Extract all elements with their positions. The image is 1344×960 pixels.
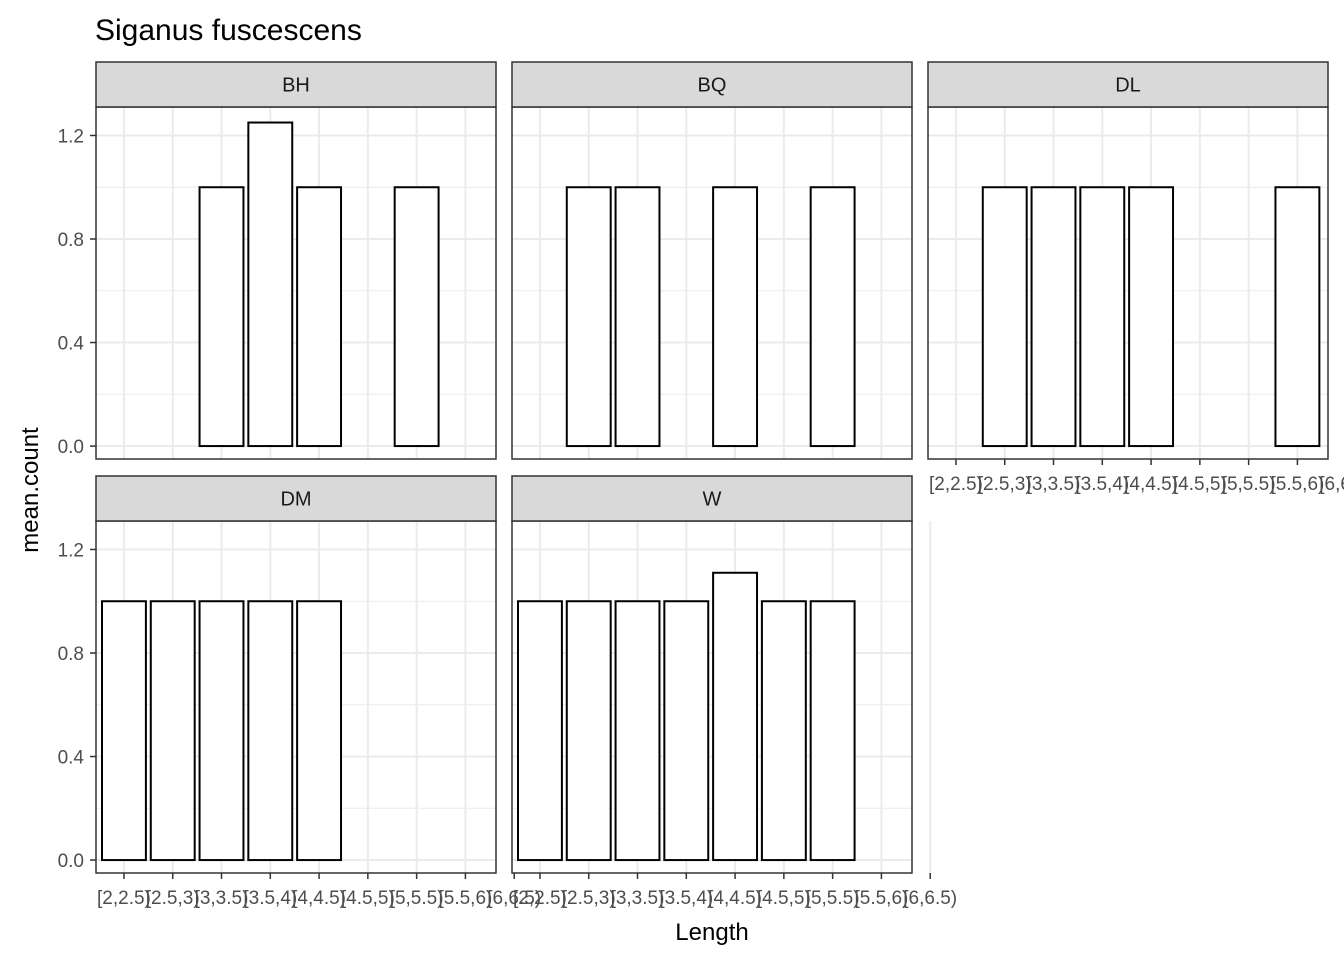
chart-title: Siganus fuscescens [95,14,362,47]
facet-panel-dl: DL [2,2.5)[2.5,3)[3,3.5)[3.5,4)[4,4.5)[4.… [927,61,1344,495]
y-tick-label: 1.2 [58,126,84,147]
facet-panel-w: W [2,2.5)[2.5,3)[3,3.5)[3.5,4)[4,4.5)[4.5… [511,475,957,909]
x-tick-label: [2.5,3) [978,474,1032,495]
x-tick-label: [5,5.5) [806,888,860,909]
y-tick-label: 0.4 [58,748,85,769]
bar [1128,186,1175,448]
bar [198,600,245,862]
facet-strip-label: BQ [698,75,727,97]
bar [760,600,807,862]
x-tick-label: [4,4.5) [292,888,346,909]
x-tick-label: [5,5.5) [1222,474,1276,495]
x-tick-label: [4.5,5) [757,888,811,909]
facet-strip [511,61,913,108]
facet-strip [95,61,497,108]
bar [712,571,759,862]
x-tick-label: [4.5,5) [341,888,395,909]
bar [247,600,294,862]
facet-strip [95,475,497,522]
bar [1274,186,1321,448]
x-tick-label: [2.5,3) [146,888,200,909]
bar [149,600,196,862]
bar [198,186,245,448]
facet-strip-label: BH [282,75,310,97]
facet-strip-label: W [703,489,722,511]
x-tick-label: [3.5,4) [1075,474,1129,495]
x-tick-label: [2.5,3) [562,888,616,909]
bar [712,186,759,448]
bar [247,121,294,448]
bar [809,186,856,448]
bar [565,186,612,448]
x-tick-label: [2,2.5) [97,888,151,909]
x-tick-label: [2,2.5) [513,888,567,909]
y-tick-label: 0.4 [58,334,85,355]
y-tick-label: 0.8 [58,644,84,665]
bar [296,186,343,448]
x-tick-label: [2,2.5) [929,474,983,495]
y-axis-title: mean.count [17,427,44,553]
x-tick-label: [5.5,6) [1270,474,1324,495]
facet-strip [511,475,913,522]
bar [565,600,612,862]
x-tick-label: [4,4.5) [1124,474,1178,495]
bar [1079,186,1126,448]
y-tick-label: 1.2 [58,540,84,561]
x-tick-label: [6,6.5) [487,888,541,909]
x-tick-label: [3,3.5) [1027,474,1081,495]
facet-strip [927,61,1329,108]
bar [517,600,563,862]
bar [614,600,661,862]
facet-panel-dm: DM 0.0 0.4 0.8 1.2 [2,2.5)[2.5,3)[3,3.5)[3.5,… [58,475,541,909]
x-tick-label: [6,6.5) [1319,474,1344,495]
y-tick-label: 0.8 [58,230,84,251]
bar [296,600,343,862]
x-tick-label: [6,6.5) [903,888,957,909]
facet-panel-bh: BH 0.0 0.4 0.8 1.2 [58,61,516,460]
facet-strip-label: DM [280,489,311,511]
bar [393,186,440,448]
x-tick-label: [3,3.5) [611,888,665,909]
x-tick-label: [5.5,6) [854,888,908,909]
bar [981,186,1028,448]
x-tick-label: [3.5,4) [243,888,297,909]
bar [809,600,856,862]
bar [663,600,710,862]
x-axis-title: Length [675,919,748,946]
y-tick-label: 0.0 [58,437,84,458]
x-tick-label: [5.5,6) [438,888,492,909]
facet-panel-bq: BQ [511,61,932,460]
x-tick-label: [4.5,5) [1173,474,1227,495]
x-tick-label: [5,5.5) [390,888,444,909]
y-tick-label: 0.0 [58,851,84,872]
x-tick-label: [3,3.5) [195,888,249,909]
bar [1030,186,1077,448]
x-tick-label: [3.5,4) [659,888,713,909]
facet-panels: BH0.00.40.81.2BQ DL[2,2.5)[2.5,3)[3,3.5)[… [58,61,1344,909]
facet-strip-label: DL [1115,75,1141,97]
bar [614,186,661,448]
x-tick-label: [4,4.5) [708,888,762,909]
bar [101,600,147,862]
